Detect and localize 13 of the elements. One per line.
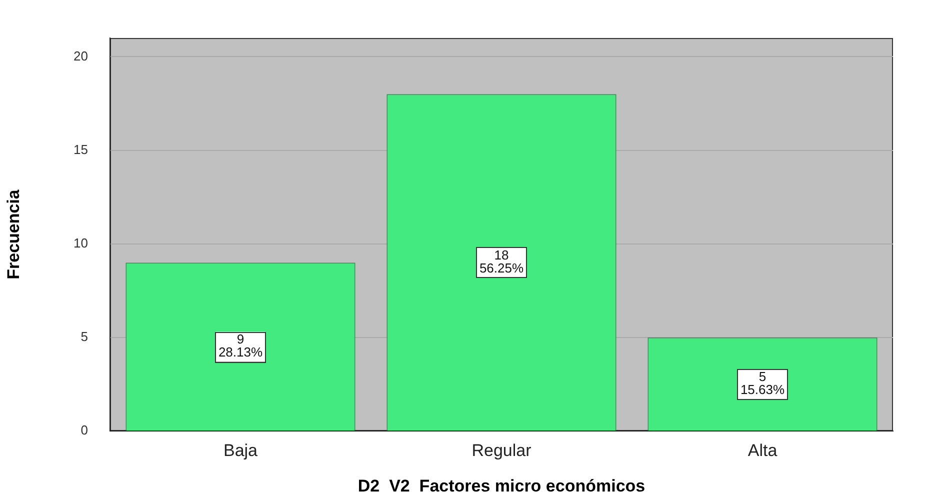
x-axis-title: D2 V2 Factores micro económicos [358,476,646,496]
x-tick-label: Regular [472,440,532,460]
data-label: 18 56.25% [479,247,524,276]
x-tick-label: Alta [748,440,778,460]
y-tick-label: 5 [80,329,88,344]
data-label: 9 28.13% [218,332,263,360]
y-tick-label: 10 [74,235,88,250]
y-tick-label: 15 [74,142,88,157]
y-axis-title: Frecuencia [4,189,23,280]
data-label: 5 15.63% [740,369,785,398]
y-tick-label: 20 [74,48,88,64]
x-tick-label: Baja [223,440,258,460]
y-tick-label: 0 [80,422,88,438]
